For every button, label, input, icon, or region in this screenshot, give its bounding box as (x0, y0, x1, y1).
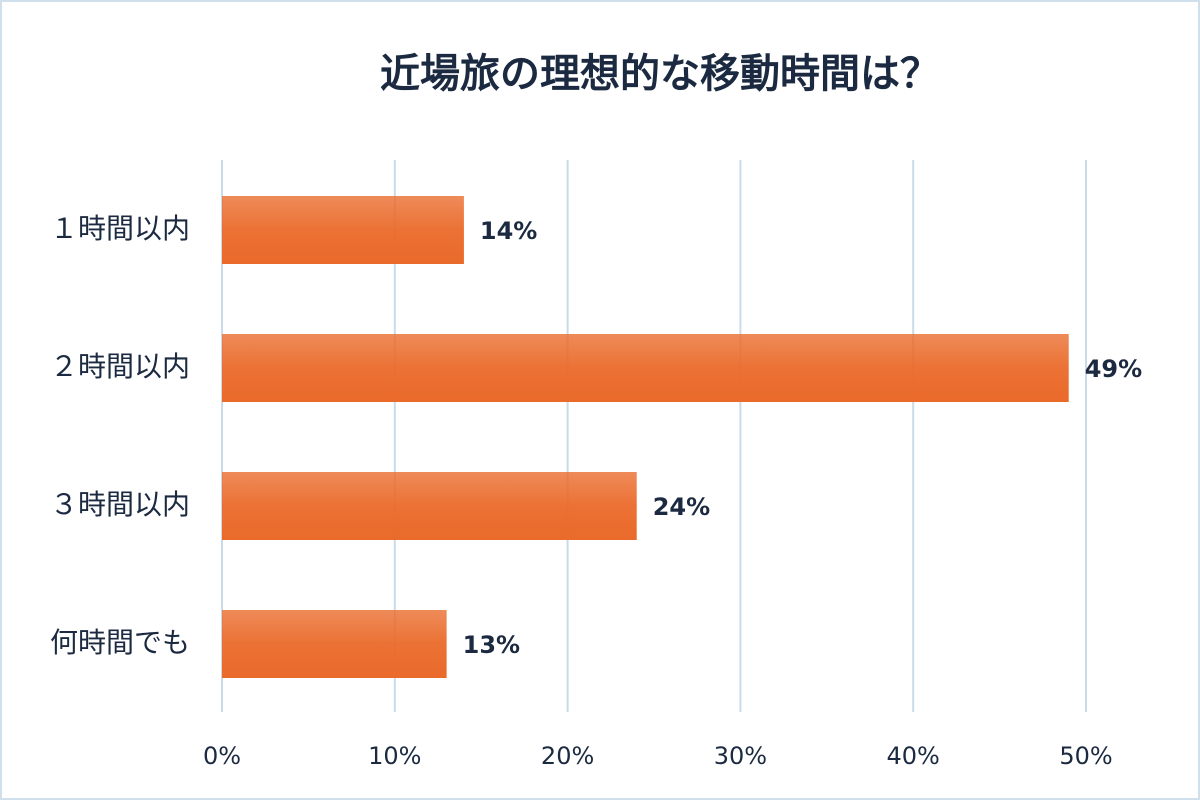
y-tick-label: １時間以内 (50, 212, 190, 245)
bar (222, 610, 447, 678)
value-label: 13% (463, 631, 520, 659)
value-label: 14% (480, 217, 537, 245)
y-tick-label: 何時間でも (50, 626, 190, 659)
y-tick-label: ３時間以内 (50, 488, 190, 521)
value-label: 49% (1085, 355, 1142, 383)
x-tick-label: 0% (203, 742, 241, 770)
x-tick-label: 10% (368, 742, 421, 770)
bar (222, 472, 637, 540)
bar (222, 196, 464, 264)
y-tick-label: ２時間以内 (50, 350, 190, 383)
x-tick-label: 30% (714, 742, 767, 770)
x-tick-label: 40% (887, 742, 940, 770)
x-tick-label: 50% (1059, 742, 1112, 770)
chart-title: 近場旅の理想的な移動時間は？ (380, 51, 940, 97)
value-label: 24% (653, 493, 710, 521)
x-tick-label: 20% (541, 742, 594, 770)
bar (222, 334, 1069, 402)
